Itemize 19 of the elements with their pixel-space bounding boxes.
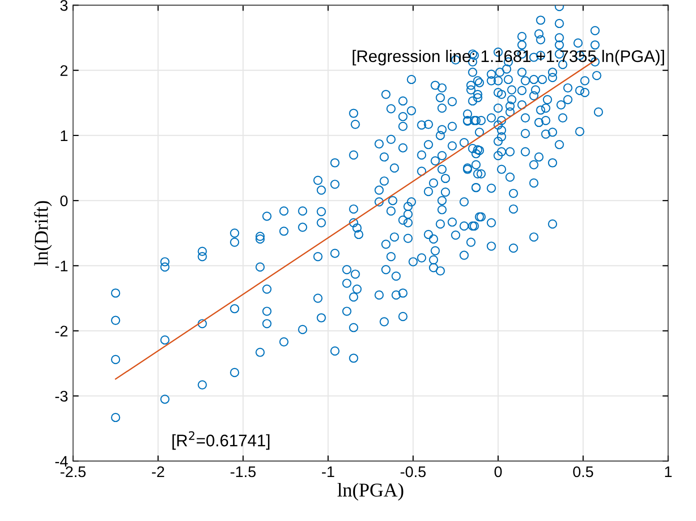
x-tick-label: 0.5 bbox=[573, 466, 594, 478]
y-tick-label: 1 bbox=[60, 130, 68, 141]
x-tick-label: -1.5 bbox=[230, 466, 256, 478]
y-tick-label: -3 bbox=[55, 390, 68, 402]
y-tick-label: 3 bbox=[60, 0, 68, 11]
x-tick-label: 0 bbox=[494, 466, 502, 478]
y-tick-label: -1 bbox=[55, 260, 68, 272]
x-tick-label: -2.5 bbox=[60, 466, 86, 478]
x-tick-label: -0.5 bbox=[400, 466, 426, 478]
y-tick-label: -4 bbox=[55, 456, 68, 467]
y-tick-label: 2 bbox=[60, 65, 68, 76]
y-tick-label: 0 bbox=[60, 195, 68, 206]
x-tick-label: -1 bbox=[322, 466, 334, 478]
x-tick-label: -2 bbox=[152, 466, 164, 478]
y-tick-label: -2 bbox=[55, 326, 68, 336]
annotation: [R$^{2}$=0.61741] bbox=[172, 431, 270, 450]
x-axis-title: ln(PGA) bbox=[338, 482, 404, 501]
x-tick-label: 1 bbox=[665, 466, 672, 478]
y-axis-title: ln(Drift) bbox=[34, 201, 52, 266]
